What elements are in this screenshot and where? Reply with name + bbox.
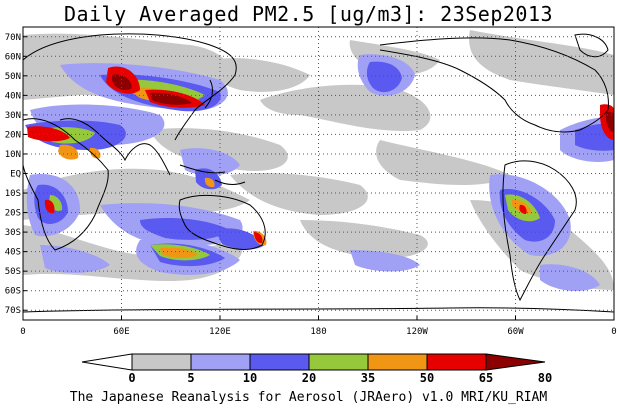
lat-tick-label: 70N — [5, 33, 21, 43]
lat-tick-label: 20N — [5, 130, 21, 140]
colorbar-segment — [367, 353, 428, 371]
longitude-labels: 0 60E 120E 180 120W 60W 0 — [20, 316, 617, 337]
colorbar-segment — [426, 353, 487, 371]
lon-tick-label: 120W — [406, 327, 428, 337]
lat-tick-label: 20S — [5, 209, 21, 219]
colorbar-label: 35 — [361, 371, 375, 385]
latitude-labels: 70N 60N 50N 40N 30N 20N 10N EQ 10S 20S 30S 40S 50S 60… — [5, 33, 27, 316]
lat-tick-label: 30S — [5, 228, 21, 238]
colorbar-label: 5 — [187, 371, 194, 385]
colorbar-segment — [485, 353, 546, 371]
colorbar-label: 20 — [302, 371, 316, 385]
lon-tick-label: 60E — [113, 327, 129, 337]
footer-credit: The Japanese Reanalysis for Aerosol (JRA… — [69, 390, 548, 405]
lat-tick-label: 50S — [5, 267, 21, 277]
colorbar-segment — [131, 353, 192, 371]
lat-tick-label: 30N — [5, 111, 21, 121]
colorbar-label: 65 — [479, 371, 493, 385]
lon-tick-label: 60W — [507, 327, 524, 337]
colorbar-segment — [190, 353, 251, 371]
map-title: Daily Averaged PM2.5 [ug/m3]: 23Sep2013 — [63, 2, 554, 26]
lon-tick-label: 120E — [209, 327, 231, 337]
colorbar: 0 5 10 20 35 50 65 80 — [81, 353, 552, 385]
lat-tick-label: 70S — [5, 306, 21, 316]
pm25-field — [23, 30, 614, 292]
colorbar-label: 80 — [538, 371, 552, 385]
lat-tick-label: 60S — [5, 287, 21, 297]
lat-tick-label: 10S — [5, 189, 21, 199]
lon-tick-label: 180 — [310, 327, 326, 337]
lon-tick-label: 0 — [611, 327, 616, 337]
colorbar-label: 0 — [128, 371, 135, 385]
graticule — [23, 27, 614, 320]
colorbar-label: 10 — [243, 371, 257, 385]
pm25-level-80-plus — [112, 74, 614, 132]
lat-tick-label: 40N — [5, 91, 21, 101]
colorbar-segment — [308, 353, 369, 371]
lon-tick-label: 0 — [20, 327, 25, 337]
colorbar-segment — [81, 353, 133, 371]
lat-tick-label: 10N — [5, 150, 21, 160]
colorbar-label: 50 — [420, 371, 434, 385]
lat-tick-label: EQ — [10, 170, 21, 180]
lat-tick-label: 60N — [5, 52, 21, 62]
lat-tick-label: 40S — [5, 248, 21, 258]
lat-tick-label: 50N — [5, 72, 21, 82]
colorbar-segment — [249, 353, 310, 371]
